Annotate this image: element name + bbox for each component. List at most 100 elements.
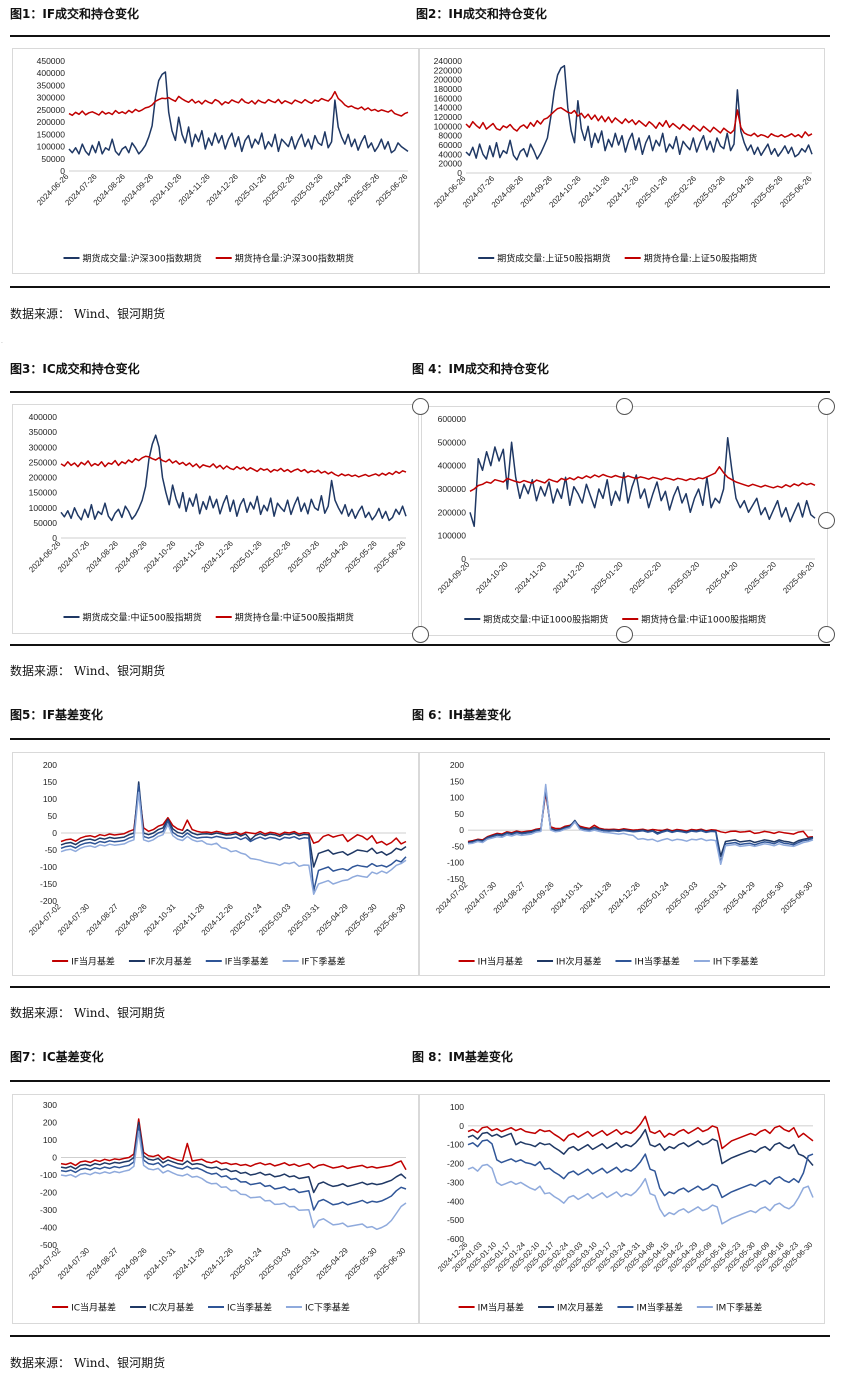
y-tick-label: 400000: [37, 68, 66, 78]
resize-handle-middle-right[interactable]: [818, 512, 835, 529]
x-tick-label: 2024-10-20: [474, 560, 510, 596]
legend-label: 期货持仓量:沪深300指数期货: [235, 253, 354, 265]
y-tick-label: -100: [447, 858, 464, 868]
x-tick-label: 2025-06-30: [372, 1246, 408, 1282]
y-tick-label: 300000: [29, 442, 58, 452]
divider: [10, 644, 830, 646]
divider: [10, 286, 830, 288]
y-tick-label: 200: [43, 1118, 57, 1128]
resize-handle-bottom-center[interactable]: [616, 626, 633, 643]
legend-label: IM当季基差: [636, 1302, 682, 1314]
legend-label: IC当季基差: [227, 1302, 272, 1314]
chart-ic-volume-oi: 0 50000 100000 150000 200000 250000 300000 3500…: [27, 412, 408, 624]
x-tick-label: 2025-06-20: [781, 560, 817, 596]
series-line: [465, 106, 813, 139]
y-tick-label: 0: [461, 554, 466, 564]
y-tick-label: 600000: [438, 414, 467, 424]
divider: [10, 1080, 830, 1082]
series-line: [467, 783, 814, 866]
y-tick-label: 500000: [438, 437, 467, 447]
y-tick-label: 250000: [37, 105, 66, 115]
chart-im-volume-oi: 0 100000 200000 300000 400000 500000 600000 202…: [436, 414, 817, 626]
legend-label: IF下季基差: [302, 956, 346, 968]
series-line: [469, 436, 816, 528]
series-line: [469, 466, 816, 492]
series-line: [467, 1128, 814, 1166]
y-tick-label: 350000: [29, 427, 58, 437]
chart-panel-im-volume[interactable]: 0 100000 200000 300000 400000 500000 600000 202…: [421, 406, 828, 636]
y-tick-label: 60000: [438, 140, 462, 150]
y-tick-label: -500: [447, 1215, 464, 1225]
x-tick-label: 2025-06-26: [778, 174, 814, 210]
legend-label: 期货成交量:沪深300指数期货: [83, 253, 202, 265]
series-line: [467, 791, 814, 843]
y-tick-label: 220000: [434, 65, 463, 75]
y-tick-label: 240000: [434, 56, 463, 66]
data-source: 数据来源： Wind、银河期货: [10, 1006, 166, 1020]
y-tick-label: 150000: [37, 129, 66, 139]
legend-label: IF次月基差: [148, 956, 192, 968]
figure-title: 图 4：IM成交和持仓变化: [412, 362, 549, 376]
series-line: [467, 1139, 814, 1199]
stray-mark: .: [1, 338, 3, 345]
y-tick-label: -100: [447, 1140, 464, 1150]
y-tick-label: -200: [40, 1188, 57, 1198]
series-line: [60, 1118, 407, 1171]
divider: [10, 738, 830, 740]
resize-handle-bottom-right[interactable]: [818, 626, 835, 643]
series-line: [467, 1163, 814, 1225]
chart-if-basis: -200-150-100-500501001502002024-07-02202…: [27, 760, 408, 968]
resize-handle-top-left[interactable]: [412, 398, 429, 415]
y-tick-label: 250000: [29, 457, 58, 467]
series-line: [467, 1115, 814, 1150]
y-tick-label: 100000: [438, 531, 467, 541]
chart-panel-ic-volume: 0 50000 100000 150000 200000 250000 300000 3500…: [12, 404, 419, 634]
legend-label: IH当月基差: [478, 956, 523, 968]
series-line: [60, 791, 407, 895]
series-line: [60, 788, 407, 846]
y-tick-label: 100000: [434, 121, 463, 131]
y-tick-label: 200000: [29, 473, 58, 483]
data-source: 数据来源： Wind、银河期货: [10, 1356, 166, 1370]
resize-handle-top-center[interactable]: [616, 398, 633, 415]
y-tick-label: 100: [450, 1102, 464, 1112]
y-tick-label: -100: [40, 862, 57, 872]
chart-ih-basis: -150-100-500501001502002024-07-022024-07…: [434, 760, 815, 968]
data-source: 数据来源： Wind、银河期货: [10, 307, 166, 321]
y-tick-label: 50000: [33, 518, 57, 528]
y-tick-label: 0: [52, 1153, 57, 1163]
series-line: [60, 434, 407, 522]
x-tick-label: 2024-09-20: [436, 560, 472, 596]
x-tick-label: 2025-01-20: [589, 560, 625, 596]
y-tick-label: 100: [43, 794, 57, 804]
legend-label: IM次月基差: [557, 1302, 603, 1314]
y-tick-label: 100000: [37, 142, 66, 152]
y-tick-label: -150: [40, 879, 57, 889]
legend-label: IM当月基差: [478, 1302, 524, 1314]
legend-label: 期货持仓量:中证1000股指期货: [641, 614, 766, 626]
y-tick-label: 0: [457, 168, 462, 178]
figure-title: 图1：IF成交和持仓变化: [10, 7, 140, 21]
legend-label: 期货成交量:中证1000股指期货: [483, 614, 608, 626]
resize-handle-top-right[interactable]: [818, 398, 835, 415]
y-tick-label: 150000: [29, 488, 58, 498]
series-line: [60, 1125, 407, 1211]
y-tick-label: -600: [447, 1234, 464, 1244]
chart-panel-ic-basis: -500 -400 -300 -200 -100 0 100 200 300 2024-07-02…: [12, 1094, 419, 1324]
series-line: [60, 1121, 407, 1194]
legend-label: IF当月基差: [71, 956, 115, 968]
y-tick-label: 40000: [438, 149, 462, 159]
x-tick-label: 2024-12-20: [551, 560, 587, 596]
y-tick-label: 300: [43, 1100, 57, 1110]
series-line: [467, 787, 814, 857]
y-tick-label: 200: [43, 760, 57, 770]
y-tick-label: 200: [450, 760, 464, 770]
resize-handle-bottom-left[interactable]: [412, 626, 429, 643]
y-tick-label: 100: [450, 793, 464, 803]
series-line: [68, 71, 409, 156]
series-line: [467, 788, 814, 864]
chart-ic-basis: -500-400-300-200-10001002003002024-07-02…: [27, 1100, 408, 1314]
chart-panel-if-volume: 0 50000 100000 150000 200000 250000 300000 3500…: [12, 48, 419, 274]
series-line: [60, 784, 407, 892]
divider: [10, 986, 830, 988]
